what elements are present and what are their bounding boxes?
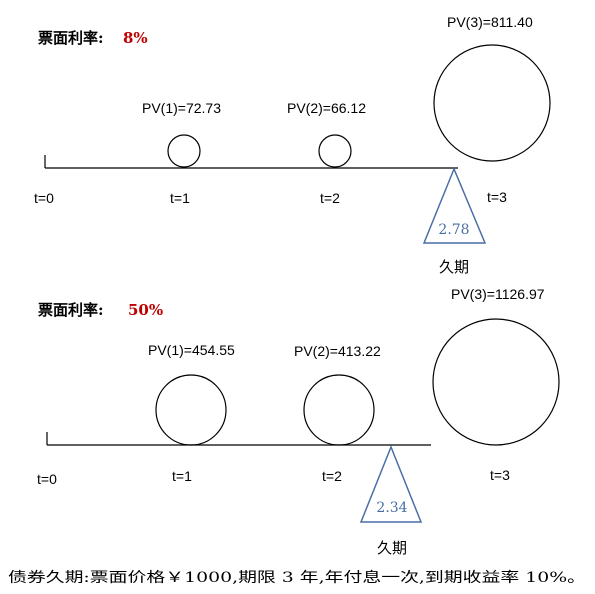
pv-label-1: PV(1)=454.55 [148, 342, 235, 358]
duration-label: 久期 [377, 540, 407, 557]
pv-label-3: PV(3)=1126.97 [451, 286, 545, 302]
panel-coupon-50: 票面利率: 50% t=0 t=1 t=2 t=3 PV(1)=454.55 P… [37, 286, 560, 557]
coupon-value: 50% [128, 301, 163, 319]
duration-fulcrum [422, 167, 487, 244]
caption: 债券久期:票面价格￥1000,期限 3 年,年付息一次,到期收益率 10%。 [8, 569, 586, 586]
time-label-0: t=0 [37, 471, 57, 487]
time-label-2: t=2 [320, 190, 340, 206]
time-label-0: t=0 [34, 190, 54, 206]
pv-circle-1 [155, 374, 227, 446]
pv-circle-1 [167, 134, 201, 168]
coupon-label: 票面利率: [38, 29, 104, 47]
time-label-1: t=1 [172, 468, 192, 484]
pv-circle-3 [432, 318, 560, 446]
duration-label: 久期 [439, 259, 469, 276]
coupon-value: 8% [123, 29, 148, 47]
pv-circle-2 [318, 134, 352, 168]
panel-coupon-8: 票面利率: 8% t=0 t=1 t=2 t=3 PV(1)=72.73 PV(… [34, 14, 551, 276]
time-label-2: t=2 [322, 468, 342, 484]
duration-value: 2.78 [438, 222, 469, 238]
time-label-1: t=1 [170, 190, 190, 206]
pv-label-3: PV(3)=811.40 [447, 14, 533, 30]
pv-label-1: PV(1)=72.73 [142, 100, 221, 116]
pv-circle-3 [433, 44, 551, 162]
pv-label-2: PV(2)=413.22 [294, 343, 381, 359]
time-label-3: t=3 [487, 189, 507, 205]
duration-fulcrum [359, 444, 423, 523]
duration-value: 2.34 [376, 500, 407, 516]
coupon-label: 票面利率: [38, 301, 104, 319]
pv-label-2: PV(2)=66.12 [287, 100, 366, 116]
pv-circle-2 [303, 374, 375, 446]
time-label-3: t=3 [490, 467, 510, 483]
